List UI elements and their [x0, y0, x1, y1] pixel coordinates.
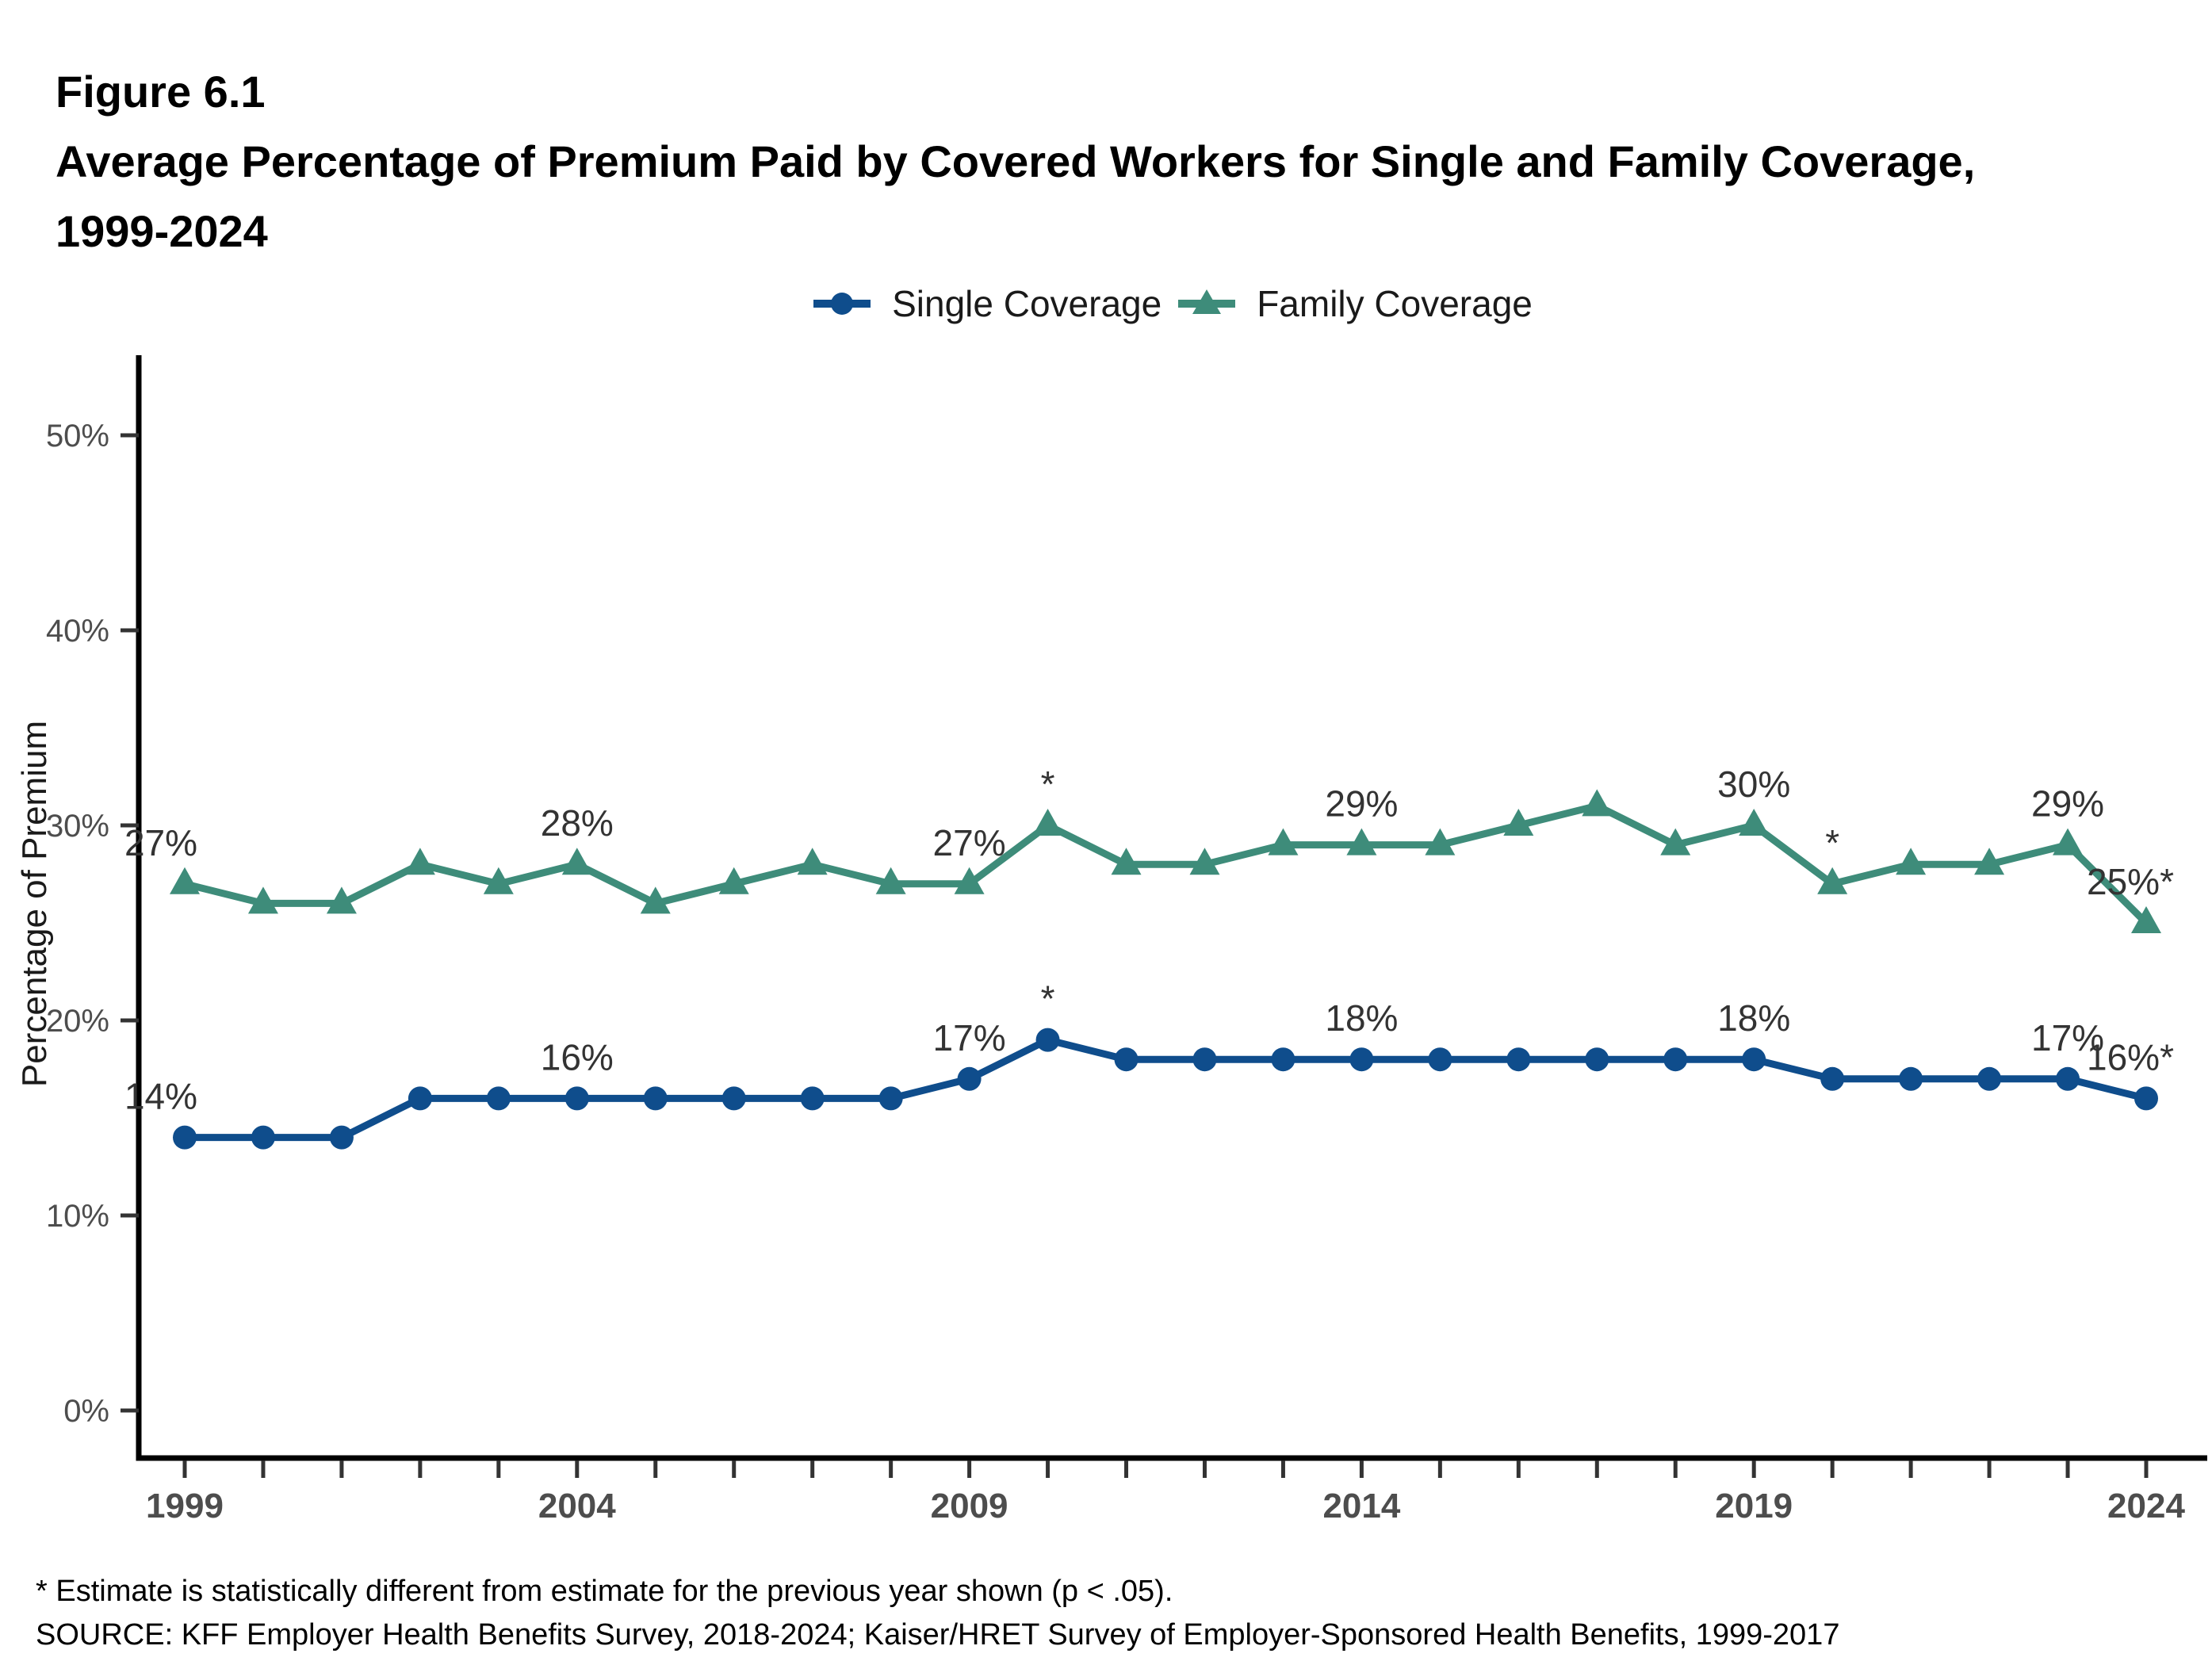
data-point-family-coverage	[483, 867, 514, 894]
data-point-family-coverage	[718, 867, 749, 894]
y-tick-label: 50%	[46, 419, 109, 454]
data-point-family-coverage	[1817, 867, 1848, 894]
figure-number: Figure 6.1	[55, 67, 266, 117]
data-point-family-coverage	[1974, 848, 2005, 875]
data-label-family-coverage-2004: 28%	[541, 802, 614, 844]
data-label-single-coverage-2024: 16%*	[2087, 1036, 2174, 1077]
data-point-single-coverage	[329, 1125, 354, 1150]
data-point-family-coverage	[1346, 828, 1377, 855]
data-point-family-coverage	[1032, 809, 1063, 836]
data-point-single-coverage	[1035, 1028, 1060, 1052]
data-label-single-coverage-1999: 14%	[124, 1076, 197, 1117]
data-point-family-coverage	[247, 886, 278, 914]
series-line-family-coverage	[183, 802, 2149, 926]
data-point-single-coverage	[1428, 1047, 1452, 1072]
x-tick-label: 2024	[2107, 1487, 2185, 1525]
data-point-single-coverage	[1271, 1047, 1295, 1072]
y-axis-title: Percentage of Premium	[15, 721, 54, 1087]
data-point-single-coverage	[643, 1086, 668, 1111]
data-point-family-coverage	[170, 867, 200, 894]
series-line-single-coverage	[185, 1035, 2148, 1142]
figure-title-block: Figure 6.1 Average Percentage of Premium…	[55, 57, 1975, 266]
data-point-family-coverage	[1268, 828, 1299, 855]
x-tick-label: 2009	[931, 1487, 1008, 1525]
data-label-family-coverage-2009: 27%	[933, 822, 1006, 863]
legend-item-family-coverage: Family Coverage	[1176, 282, 1533, 325]
data-point-single-coverage	[2056, 1066, 2080, 1091]
x-tick-label: 2004	[538, 1487, 616, 1525]
y-tick-label: 10%	[46, 1199, 109, 1234]
data-label-single-coverage-2004: 16%	[541, 1036, 614, 1077]
data-point-single-coverage	[1349, 1047, 1374, 1072]
y-tick-label: 0%	[63, 1394, 109, 1429]
data-point-single-coverage	[486, 1086, 511, 1111]
data-point-family-coverage	[2053, 828, 2084, 855]
single-coverage-marker-icon	[813, 293, 871, 315]
data-point-family-coverage	[875, 867, 906, 894]
data-point-family-coverage	[326, 886, 357, 914]
data-point-single-coverage	[800, 1086, 825, 1111]
footnote-source: SOURCE: KFF Employer Health Benefits Sur…	[36, 1618, 1840, 1652]
y-tick-label: 20%	[46, 1004, 109, 1039]
data-point-single-coverage	[721, 1086, 746, 1111]
data-label-family-coverage-2024: 25%*	[2087, 861, 2174, 902]
data-point-family-coverage	[954, 867, 985, 894]
data-point-single-coverage	[1742, 1047, 1766, 1072]
legend-label-single-coverage: Single Coverage	[892, 283, 1162, 324]
data-point-single-coverage	[1977, 1066, 2002, 1091]
data-point-single-coverage	[251, 1125, 275, 1150]
data-point-family-coverage	[1503, 809, 1534, 836]
data-label-single-coverage-2019: 18%	[1717, 997, 1790, 1039]
figure-title: Average Percentage of Premium Paid by Co…	[55, 136, 1976, 186]
data-point-single-coverage	[173, 1125, 197, 1150]
data-point-family-coverage	[1425, 828, 1456, 855]
data-point-single-coverage	[878, 1086, 903, 1111]
x-tick-label: 1999	[146, 1487, 224, 1525]
data-point-family-coverage	[1660, 828, 1691, 855]
data-label-family-coverage-2020: *	[1825, 822, 1839, 863]
data-label-family-coverage-2014: 29%	[1325, 783, 1398, 825]
data-label-family-coverage-2010: *	[1041, 764, 1055, 805]
chart-legend: Single Coverage Family Coverage	[66, 282, 2212, 325]
data-label-single-coverage-2023: 17%	[2031, 1017, 2104, 1058]
data-point-single-coverage	[564, 1086, 589, 1111]
data-point-family-coverage	[1111, 848, 1142, 875]
data-point-single-coverage	[1585, 1047, 1609, 1072]
data-label-single-coverage-2010: *	[1041, 978, 1055, 1020]
y-tick-label: 40%	[46, 614, 109, 649]
data-point-single-coverage	[1192, 1047, 1217, 1072]
data-label-single-coverage-2014: 18%	[1325, 997, 1398, 1039]
data-point-family-coverage	[404, 848, 435, 875]
data-label-single-coverage-2009: 17%	[933, 1017, 1006, 1058]
y-tick-label: 30%	[46, 809, 109, 844]
footnote-asterisk: * Estimate is statistically different fr…	[36, 1575, 1173, 1608]
data-point-single-coverage	[2134, 1086, 2158, 1111]
figure-title-years: 1999-2024	[55, 206, 268, 256]
data-point-single-coverage	[1820, 1066, 1845, 1091]
data-point-family-coverage	[561, 848, 592, 875]
data-point-family-coverage	[1189, 848, 1220, 875]
data-label-family-coverage-2019: 30%	[1717, 764, 1790, 805]
data-point-single-coverage	[1114, 1047, 1139, 1072]
legend-label-family-coverage: Family Coverage	[1257, 283, 1533, 324]
data-point-single-coverage	[1663, 1047, 1688, 1072]
data-point-single-coverage	[957, 1066, 982, 1091]
data-point-family-coverage	[797, 848, 828, 875]
data-point-family-coverage	[1739, 809, 1770, 836]
data-label-family-coverage-1999: 27%	[124, 822, 197, 863]
data-point-family-coverage	[1896, 848, 1927, 875]
data-point-family-coverage	[2131, 906, 2161, 933]
data-point-single-coverage	[1506, 1047, 1531, 1072]
x-tick-label: 2019	[1715, 1487, 1793, 1525]
x-tick-label: 2014	[1322, 1487, 1400, 1525]
data-point-family-coverage	[1582, 789, 1613, 817]
data-point-single-coverage	[408, 1086, 432, 1111]
data-point-family-coverage	[640, 886, 671, 914]
data-label-family-coverage-2023: 29%	[2031, 783, 2104, 825]
footnotes: * Estimate is statistically different fr…	[36, 1570, 1839, 1657]
legend-item-single-coverage: Single Coverage	[811, 282, 1161, 325]
family-coverage-marker-icon	[1178, 289, 1236, 314]
data-point-single-coverage	[1899, 1066, 1923, 1091]
